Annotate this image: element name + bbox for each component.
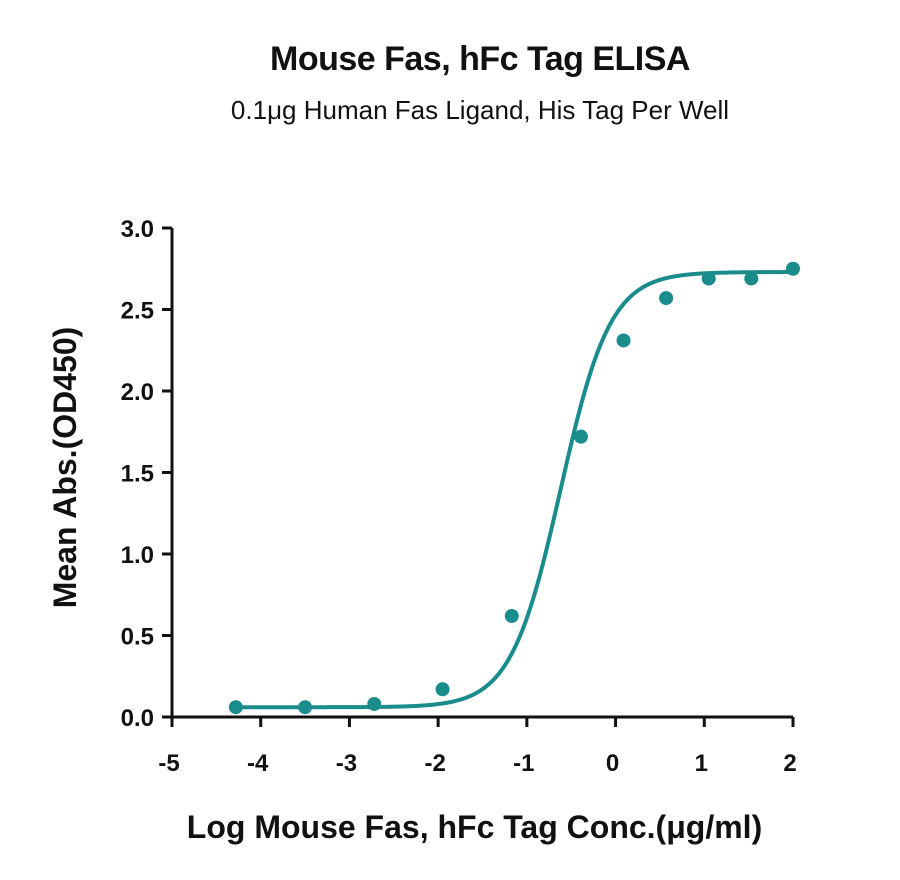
chart-subtitle: 0.1μg Human Fas Ligand, His Tag Per Well (230, 95, 730, 125)
y-axis-title: Mean Abs.(OD450) (47, 327, 83, 609)
data-point (504, 608, 519, 623)
ticks: -5 -4 -3 -2 -1 0 1 2 0.0 0.5 1.0 1.5 2.0 2.5 3.0 (121, 216, 797, 777)
data-point (744, 271, 759, 286)
x-tick-label: -2 (424, 750, 445, 777)
y-tick-label: 1.0 (121, 542, 154, 569)
x-tick-label: -1 (513, 750, 534, 777)
chart-title: Mouse Fas, hFc Tag ELISA (270, 40, 691, 78)
data-point (659, 291, 674, 306)
x-tick-label: -5 (158, 750, 179, 777)
y-tick-label: 3.0 (121, 216, 154, 243)
y-tick-label: 2.5 (121, 298, 154, 325)
y-tick-label: 0.5 (121, 624, 154, 651)
x-tick-label: 0 (606, 750, 619, 777)
data-point (573, 429, 588, 444)
data-point (298, 700, 313, 715)
data-point (701, 271, 716, 286)
y-tick-label: 2.0 (121, 379, 154, 406)
x-tick-label: -4 (247, 750, 269, 777)
y-tick-label: 1.5 (121, 461, 154, 488)
x-tick-label: 1 (695, 750, 708, 777)
data-points (228, 261, 800, 715)
data-point (228, 700, 243, 715)
axes (170, 228, 793, 719)
x-tick-label: 2 (783, 750, 796, 777)
data-point (367, 696, 382, 711)
x-tick-label: -3 (336, 750, 357, 777)
fit-curve (235, 270, 793, 710)
data-point (435, 682, 450, 697)
y-tick-label: 0.0 (121, 705, 154, 732)
data-point (616, 333, 631, 348)
x-axis-title: Log Mouse Fas, hFc Tag Conc.(μg/ml) (187, 809, 762, 845)
data-point (786, 261, 800, 276)
